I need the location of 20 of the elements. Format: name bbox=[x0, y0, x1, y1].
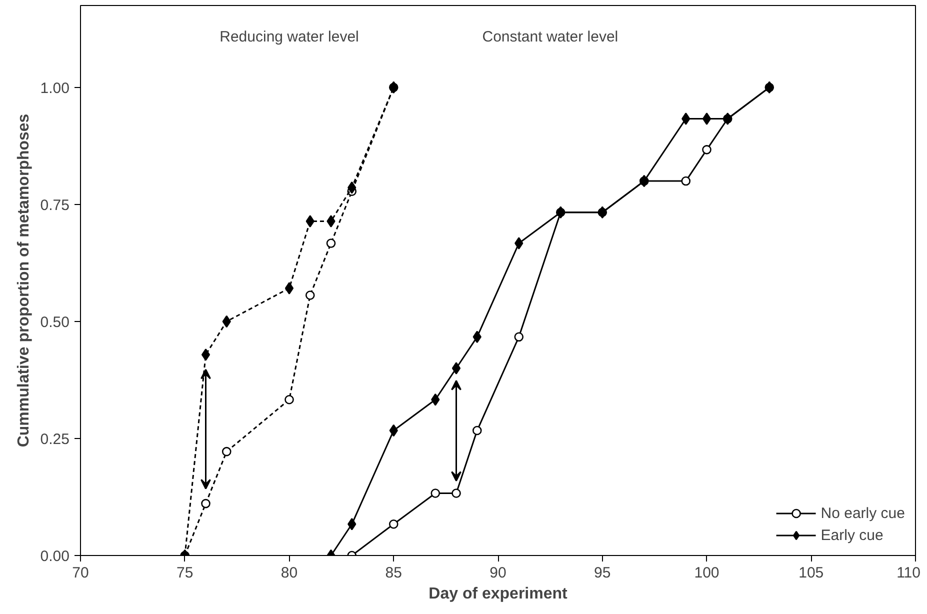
x-tick-label: 105 bbox=[798, 564, 824, 582]
annotation: Reducing water level bbox=[220, 28, 359, 46]
y-tick-label: 0.75 bbox=[40, 196, 70, 214]
y-tick-label: 0.00 bbox=[40, 548, 70, 565]
x-tick-label: 95 bbox=[594, 564, 611, 582]
x-tick-label: 110 bbox=[896, 564, 921, 582]
y-tick-label: 0.25 bbox=[40, 430, 70, 448]
y-axis-title: Cummulative proportion of metamorphoses bbox=[15, 114, 32, 448]
x-tick-label: 70 bbox=[72, 564, 89, 582]
x-tick-label: 85 bbox=[385, 564, 402, 582]
x-tick-label: 90 bbox=[490, 564, 506, 582]
x-tick-label: 100 bbox=[694, 564, 720, 582]
annotation: Constant water level bbox=[482, 28, 618, 46]
x-tick-label: 80 bbox=[280, 564, 298, 582]
legend-label: No early cue bbox=[820, 504, 905, 522]
legend-label: Early cue bbox=[820, 526, 884, 544]
y-tick-label: 1.00 bbox=[40, 80, 70, 97]
y-tick-label: 0.50 bbox=[40, 314, 70, 331]
x-tick-label: 75 bbox=[176, 564, 194, 582]
x-axis-title: Day of experiment bbox=[428, 586, 568, 602]
